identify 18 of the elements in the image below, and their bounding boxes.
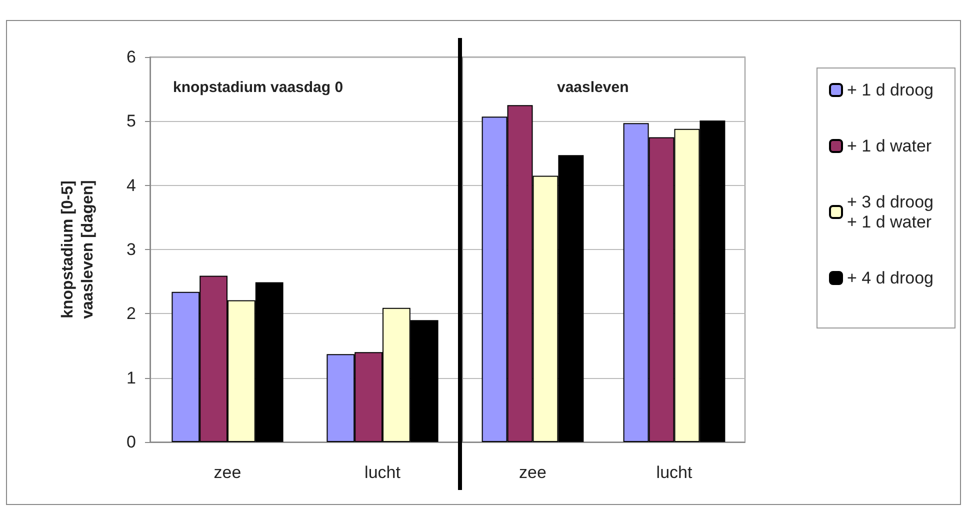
x-tick-label: zee [214, 463, 242, 482]
x-tick-label: lucht [656, 463, 692, 482]
legend-label: + 1 d droog [847, 80, 934, 100]
text: knopstadium vaasdag 0 [173, 79, 344, 96]
text: vaasleven [557, 79, 629, 96]
x-tick-label: zee [519, 463, 546, 482]
legend-label: + 4 d droog [847, 268, 934, 288]
legend-label: + 1 d water [847, 136, 932, 156]
x-tick-label: lucht [364, 463, 401, 482]
y-tick-label: 5 [126, 112, 136, 131]
y-tick-label: 3 [126, 240, 136, 259]
y-tick-label: 4 [126, 176, 136, 195]
legend-label: + 3 d droog + 1 d water [847, 192, 938, 232]
y-tick-label: 1 [126, 368, 136, 388]
y-axis-title: knopstadium [0-5] vaasleven [dagen] [60, 180, 96, 319]
y-tick-label: 2 [126, 304, 136, 324]
y-tick-label: 6 [126, 48, 136, 66]
y-tick-label: 0 [126, 432, 136, 452]
